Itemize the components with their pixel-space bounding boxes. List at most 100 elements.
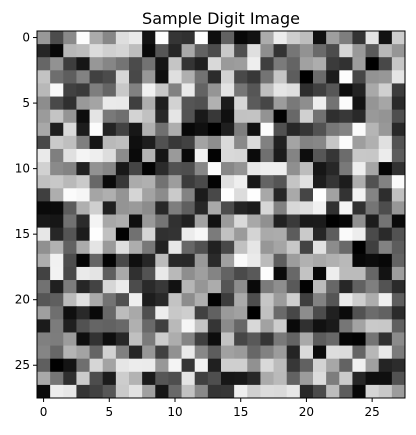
image-pixel — [168, 266, 182, 281]
image-pixel — [365, 109, 380, 124]
image-pixel — [391, 122, 406, 137]
image-pixel — [365, 148, 380, 163]
image-pixel — [155, 306, 169, 320]
image-pixel — [207, 332, 222, 346]
image-pixel — [352, 109, 366, 124]
image-pixel — [207, 240, 222, 255]
image-pixel — [142, 345, 156, 360]
image-pixel — [352, 148, 366, 163]
image-pixel — [89, 214, 104, 229]
image-pixel — [365, 70, 380, 84]
image-pixel — [234, 175, 248, 189]
image-pixel — [155, 266, 169, 281]
image-pixel — [221, 201, 235, 215]
image-pixel — [221, 83, 235, 97]
image-pixel — [286, 345, 301, 360]
image-pixel — [378, 148, 393, 163]
image-pixel — [234, 70, 248, 84]
image-pixel — [286, 306, 301, 320]
image-pixel — [273, 280, 288, 294]
image-pixel — [102, 201, 117, 215]
image-pixel — [313, 227, 327, 242]
image-pixel — [247, 57, 261, 71]
image-pixel — [89, 280, 104, 294]
image-pixel — [247, 96, 261, 111]
image-pixel — [286, 188, 301, 202]
image-pixel — [365, 122, 380, 137]
image-pixel — [129, 70, 143, 84]
image-pixel — [247, 227, 261, 242]
chart-title: Sample Digit Image — [142, 9, 300, 28]
image-pixel — [391, 31, 406, 45]
image-pixel — [89, 332, 104, 346]
image-pixel — [313, 175, 327, 189]
image-pixel — [313, 57, 327, 71]
image-pixel — [76, 332, 90, 346]
image-pixel — [365, 188, 380, 202]
image-pixel — [326, 96, 340, 111]
image-pixel — [221, 306, 235, 320]
image-pixel — [352, 345, 366, 360]
image-pixel — [365, 175, 380, 189]
image-pixel — [260, 332, 274, 346]
image-pixel — [37, 188, 51, 202]
image-pixel — [181, 109, 196, 124]
image-pixel — [247, 44, 261, 58]
image-pixel — [299, 83, 314, 97]
image-pixel — [313, 319, 327, 333]
image-pixel — [260, 122, 274, 137]
image-pixel — [142, 175, 156, 189]
image-pixel — [63, 122, 77, 137]
image-pixel — [273, 306, 288, 320]
image-pixel — [102, 319, 117, 333]
image-pixel — [194, 57, 209, 71]
image-pixel — [352, 371, 366, 386]
image-pixel — [102, 293, 117, 307]
image-pixel — [63, 162, 77, 176]
image-pixel — [365, 44, 380, 58]
image-pixel — [352, 70, 366, 84]
image-pixel — [378, 227, 393, 242]
image-pixel — [155, 135, 169, 150]
image-pixel — [247, 188, 261, 202]
image-pixel — [76, 240, 90, 255]
image-pixel — [352, 188, 366, 202]
image-pixel — [181, 345, 196, 360]
image-pixel — [89, 371, 104, 386]
image-pixel — [50, 384, 64, 399]
image-pixel — [339, 70, 353, 84]
image-pixel — [89, 358, 104, 373]
image-pixel — [378, 201, 393, 215]
plot-frame — [36, 30, 406, 399]
image-pixel — [168, 306, 182, 320]
image-pixel — [155, 201, 169, 215]
image-pixel — [37, 371, 51, 386]
image-pixel — [234, 201, 248, 215]
image-pixel — [115, 148, 130, 163]
image-pixel — [378, 371, 393, 386]
image-pixel — [181, 332, 196, 346]
image-pixel — [339, 96, 353, 111]
image-pixel — [89, 188, 104, 202]
image-pixel — [365, 293, 380, 307]
image-pixel — [391, 280, 406, 294]
image-pixel — [168, 188, 182, 202]
image-pixel — [207, 70, 222, 84]
image-pixel — [299, 31, 314, 45]
image-pixel — [234, 253, 248, 268]
image-pixel — [115, 162, 130, 176]
image-pixel — [260, 293, 274, 307]
image-pixel — [181, 175, 196, 189]
image-pixel — [194, 306, 209, 320]
image-pixel — [129, 384, 143, 399]
image-pixel — [50, 371, 64, 386]
image-pixel — [168, 240, 182, 255]
image-pixel — [115, 175, 130, 189]
image-pixel — [339, 44, 353, 58]
image-pixel — [273, 70, 288, 84]
x-axis: 0 5 10 15 20 25 — [40, 398, 380, 419]
image-pixel — [207, 122, 222, 137]
image-pixel — [221, 44, 235, 58]
image-pixel — [339, 266, 353, 281]
image-pixel — [221, 293, 235, 307]
